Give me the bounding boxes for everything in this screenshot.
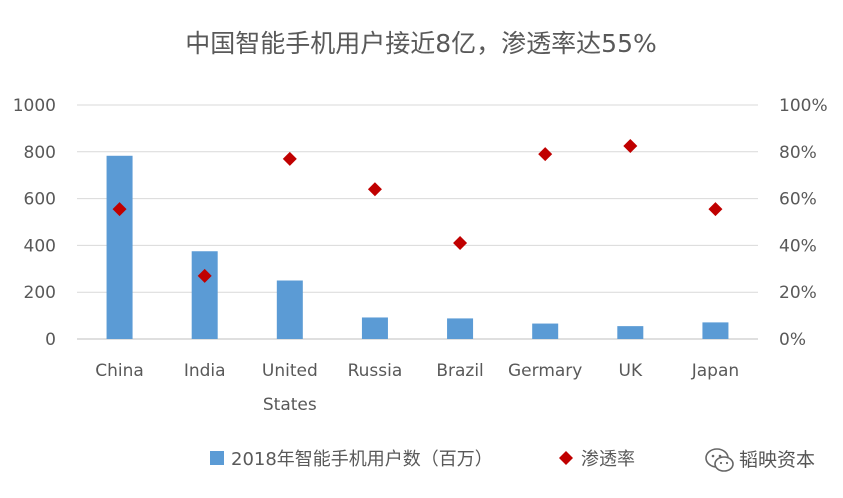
y-left-tick-label: 0 <box>45 330 56 350</box>
x-tick-label: China <box>95 361 144 381</box>
left-axis: 0 200 400 600 800 1000 <box>13 96 56 350</box>
bar <box>702 322 729 339</box>
y-left-tick-label: 600 <box>24 190 56 210</box>
penetration-marker <box>282 151 297 166</box>
y-left-tick-label: 800 <box>24 143 56 163</box>
bar <box>106 155 133 339</box>
bar <box>532 323 559 339</box>
x-tick-label: States <box>263 395 317 415</box>
legend-marker-swatch <box>559 451 573 465</box>
penetration-marker <box>367 182 382 197</box>
penetration-marker <box>623 138 638 153</box>
legend-bar-label: 2018年智能手机用户数（百万） <box>231 449 493 470</box>
penetration-marker <box>197 268 212 283</box>
marker-layer <box>112 138 723 283</box>
x-tick-label: Germary <box>508 361 582 381</box>
y-right-tick-label: 60% <box>779 190 817 210</box>
penetration-marker <box>453 236 468 251</box>
penetration-marker <box>708 202 723 217</box>
x-tick-label: Brazil <box>436 361 483 381</box>
y-right-tick-label: 80% <box>779 143 817 163</box>
watermark-text: 韬映资本 <box>739 449 815 471</box>
bar <box>447 318 474 339</box>
watermark: 韬映资本 <box>705 448 815 472</box>
y-left-tick-label: 200 <box>24 283 56 303</box>
bar <box>276 280 303 339</box>
bar <box>191 251 218 339</box>
bar <box>361 317 388 339</box>
y-left-tick-label: 400 <box>24 236 56 256</box>
penetration-marker <box>538 147 553 162</box>
y-right-tick-label: 100% <box>779 96 828 116</box>
bar-layer <box>106 155 729 339</box>
x-tick-label: UK <box>619 361 643 381</box>
y-right-tick-label: 0% <box>779 330 806 350</box>
grid-layer <box>77 104 758 340</box>
legend-bar-swatch <box>210 451 224 465</box>
legend: 2018年智能手机用户数（百万） 渗透率 <box>210 449 635 470</box>
y-left-tick-label: 1000 <box>13 96 56 116</box>
x-tick-label: United <box>262 361 318 381</box>
x-tick-label: India <box>184 361 226 381</box>
x-axis: China India United States Russia Brazil Germar… <box>95 361 739 415</box>
legend-marker-label: 渗透率 <box>581 449 635 470</box>
wechat-icon <box>705 448 734 472</box>
bar <box>617 326 644 339</box>
y-right-tick-label: 40% <box>779 236 817 256</box>
x-tick-label: Japan <box>691 361 739 381</box>
chart-title: 中国智能手机用户接近8亿，渗透率达55% <box>185 29 656 58</box>
penetration-marker <box>112 202 127 217</box>
right-axis: 0% 20% 40% 60% 80% 100% <box>779 96 828 350</box>
x-tick-label: Russia <box>348 361 403 381</box>
y-right-tick-label: 20% <box>779 283 817 303</box>
